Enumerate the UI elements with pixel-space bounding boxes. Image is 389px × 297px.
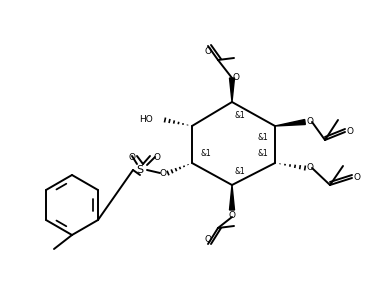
Text: &1: &1: [235, 167, 245, 176]
Text: O: O: [159, 168, 166, 178]
Text: HO: HO: [139, 115, 153, 124]
Text: &1: &1: [258, 148, 268, 157]
Text: O: O: [205, 47, 212, 56]
Text: O: O: [307, 118, 314, 127]
Text: O: O: [154, 154, 161, 162]
Text: O: O: [347, 127, 354, 137]
Text: O: O: [307, 164, 314, 173]
Text: S: S: [137, 165, 144, 175]
Text: O: O: [354, 173, 361, 182]
Text: O: O: [128, 154, 135, 162]
Polygon shape: [230, 78, 235, 102]
Text: &1: &1: [201, 148, 211, 157]
Polygon shape: [230, 185, 235, 210]
Text: &1: &1: [235, 111, 245, 121]
Text: &1: &1: [258, 133, 268, 143]
Polygon shape: [275, 119, 305, 126]
Text: O: O: [228, 211, 235, 219]
Text: O: O: [233, 73, 240, 83]
Text: O: O: [205, 235, 212, 244]
